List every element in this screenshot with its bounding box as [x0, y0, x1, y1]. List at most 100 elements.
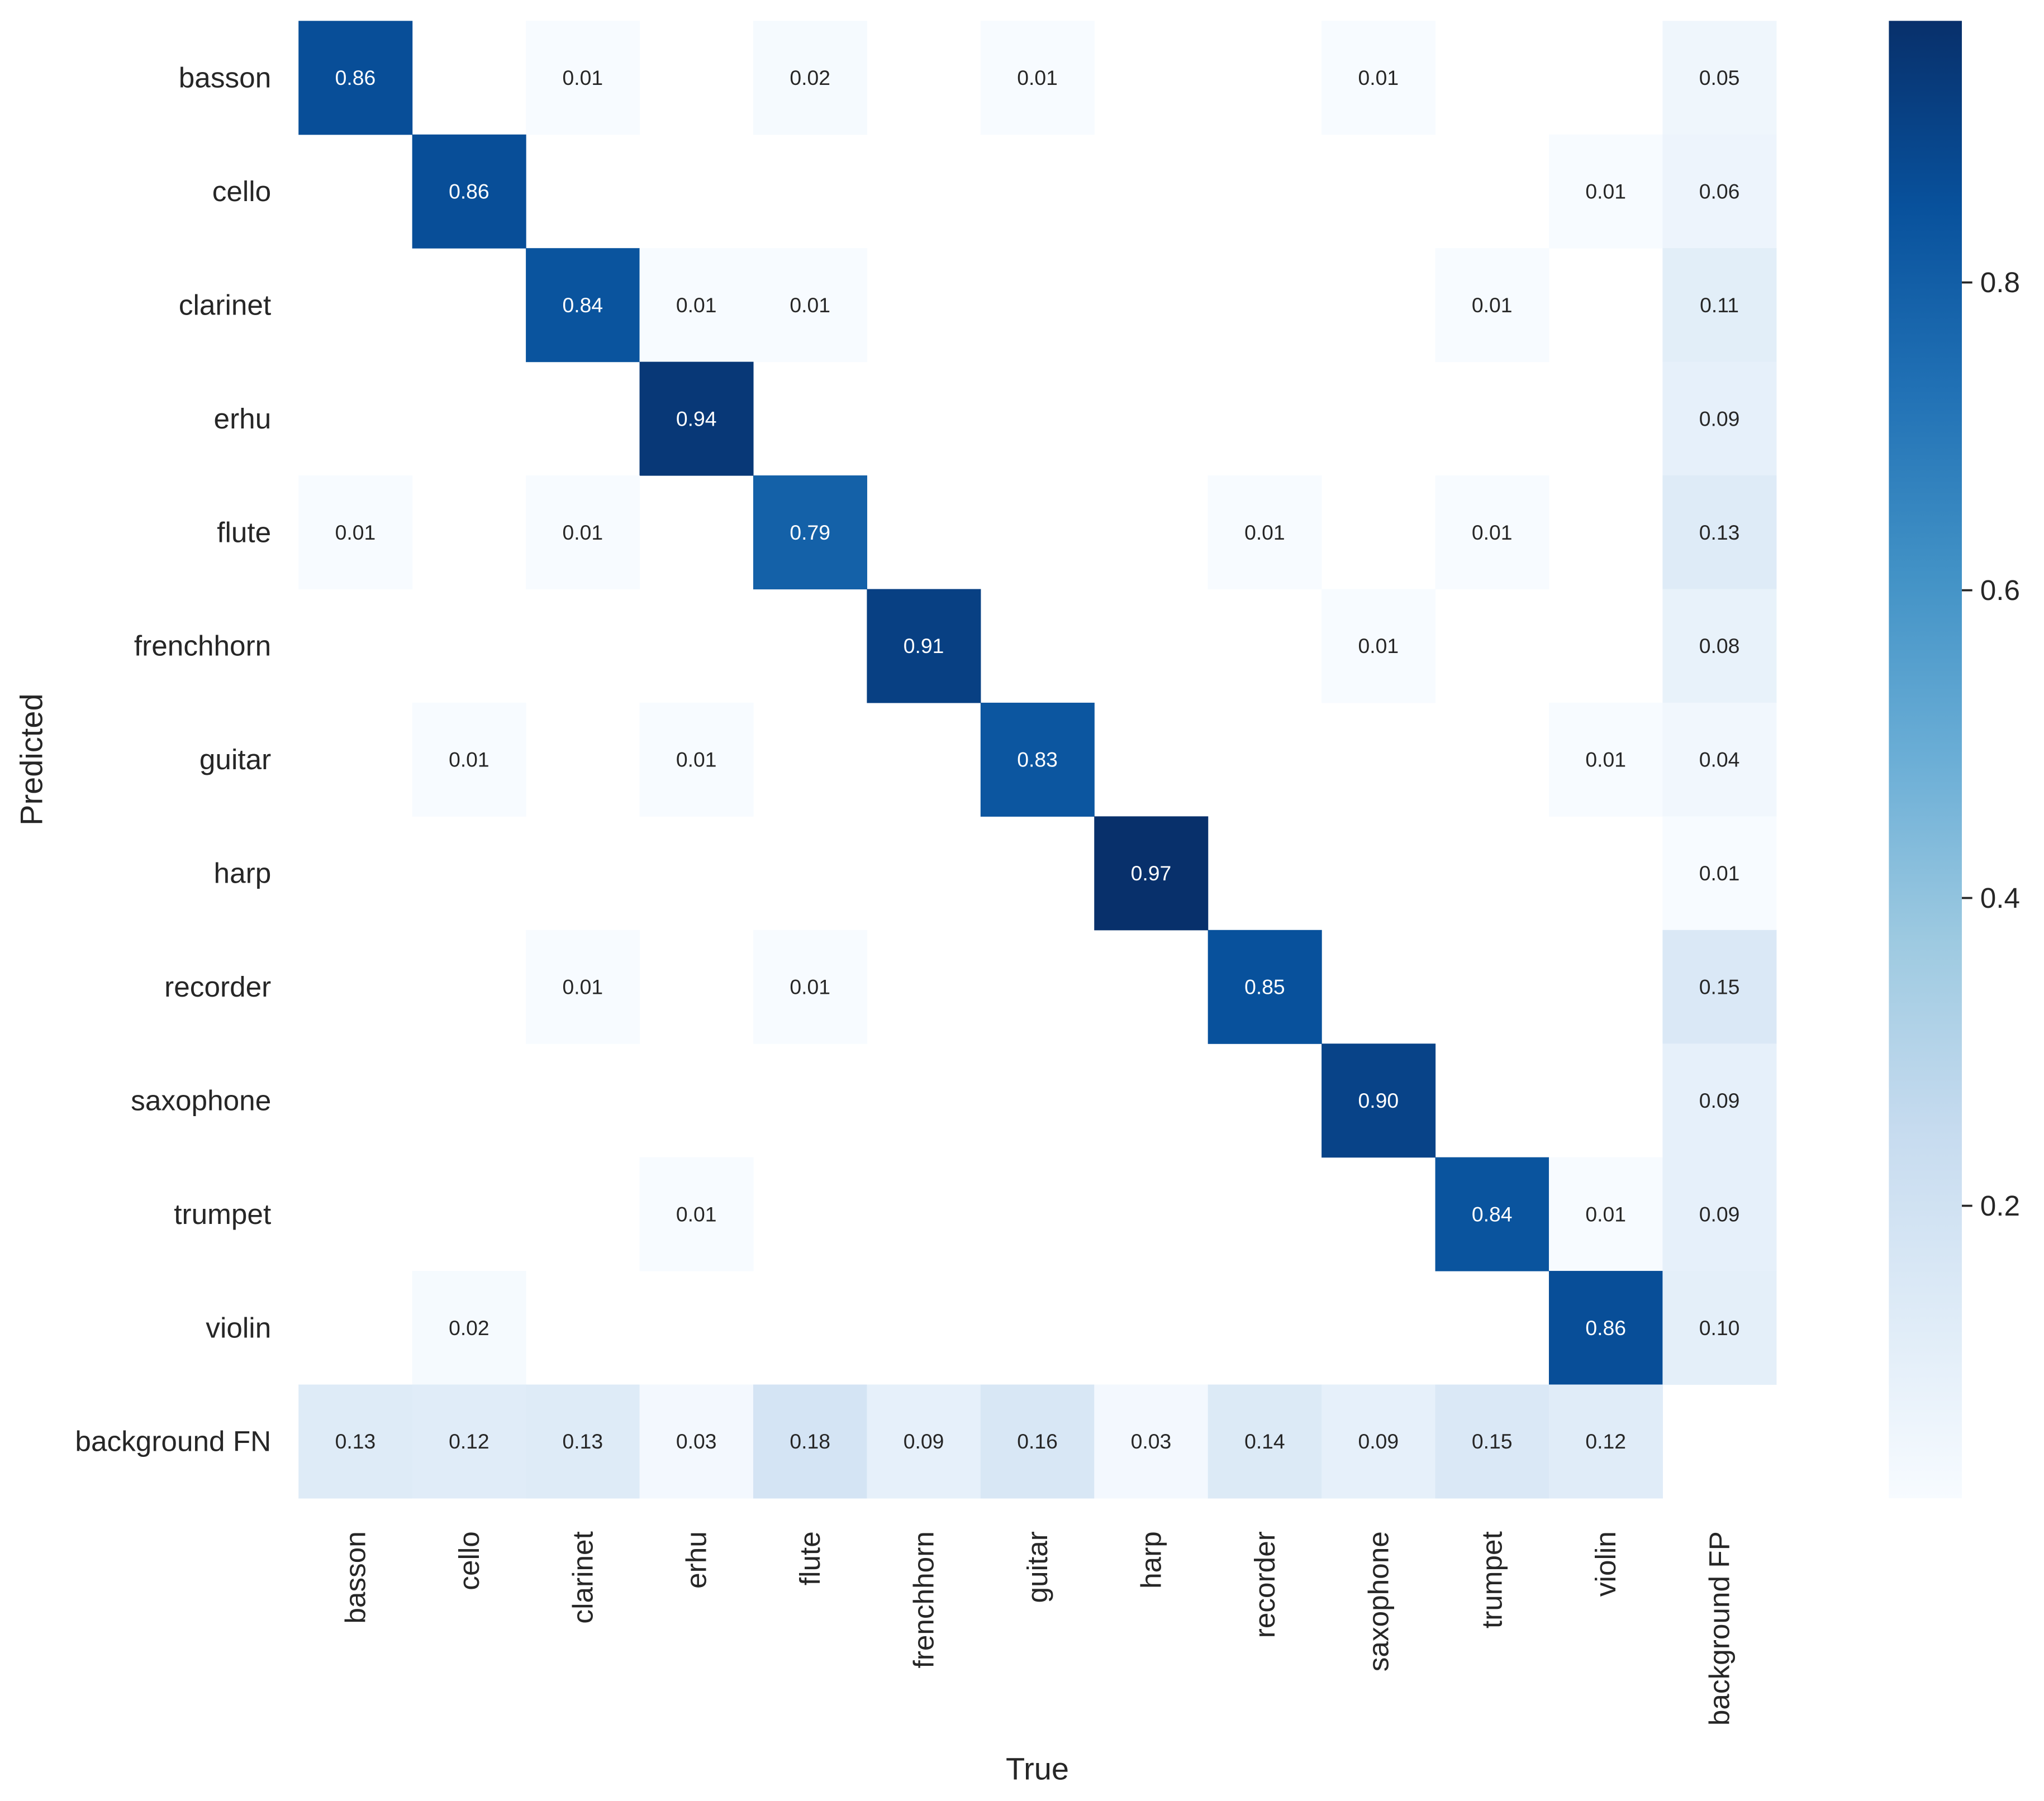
cell-value-label: 0.12: [449, 1430, 489, 1453]
heatmap-cell: [753, 475, 867, 590]
heatmap-cell: [1435, 248, 1549, 363]
cell-value-label: 0.01: [676, 748, 717, 771]
cell-value-label: 0.91: [904, 634, 944, 657]
y-tick-label: flute: [217, 516, 271, 548]
cell-value-label: 0.04: [1699, 748, 1740, 771]
heatmap-cells: [298, 21, 1777, 1499]
heatmap-cell: [1662, 21, 1777, 135]
cell-value-label: 0.83: [1017, 748, 1058, 771]
cell-value-label: 0.01: [562, 521, 603, 544]
cell-value-label: 0.86: [449, 179, 489, 203]
cell-value-label: 0.01: [562, 66, 603, 89]
cell-value-label: 0.01: [1244, 521, 1285, 544]
colorbar-tick-label: 0.2: [1980, 1190, 2020, 1222]
cell-value-label: 0.09: [1699, 1202, 1740, 1226]
heatmap-cell: [1208, 930, 1322, 1044]
heatmap-cell: [1662, 1157, 1777, 1271]
cell-value-label: 0.13: [1699, 521, 1740, 544]
y-tick-label: background FN: [75, 1426, 271, 1457]
y-tick-label: saxophone: [131, 1084, 271, 1116]
y-tick-label: frenchhorn: [134, 630, 271, 662]
x-tick-label: clarinet: [567, 1531, 598, 1623]
cell-value-label: 0.09: [1358, 1430, 1399, 1453]
heatmap-cell: [298, 21, 413, 135]
heatmap-cell: [1322, 21, 1436, 135]
cell-value-label: 0.03: [676, 1430, 717, 1453]
heatmap-cell: [1662, 475, 1777, 590]
heatmap-cell: [753, 1384, 867, 1499]
cell-value-label: 0.09: [1699, 407, 1740, 430]
cell-value-label: 0.16: [1017, 1430, 1058, 1453]
cell-value-label: 0.01: [676, 293, 717, 317]
heatmap-cell: [753, 248, 867, 363]
x-tick-label: trumpet: [1476, 1531, 1508, 1628]
heatmap-cell: [753, 930, 867, 1044]
heatmap-cell: [980, 702, 1095, 817]
cell-value-label: 0.09: [1699, 1089, 1740, 1112]
cell-value-label: 0.13: [335, 1430, 376, 1453]
cell-value-label: 0.09: [904, 1430, 944, 1453]
heatmap-cell-labels: 0.86 0.01 0.02 0.01 0.01 0.05 0.86 0.01 0.06 0.84…: [335, 66, 1740, 1453]
y-tick-label: trumpet: [174, 1198, 271, 1230]
cell-value-label: 0.03: [1131, 1430, 1172, 1453]
heatmap-cell: [1322, 1044, 1436, 1158]
cell-value-label: 0.10: [1699, 1316, 1740, 1340]
cell-value-label: 0.18: [790, 1430, 830, 1453]
colorbar-gradient: [1889, 21, 1962, 1498]
y-axis-label: Predicted: [13, 693, 49, 825]
cell-value-label: 0.01: [1358, 66, 1399, 89]
x-tick-label: cello: [453, 1531, 485, 1590]
cell-value-label: 0.90: [1358, 1089, 1399, 1112]
x-tick-label: recorder: [1249, 1531, 1281, 1638]
y-tick-label: guitar: [199, 744, 271, 775]
cell-value-label: 0.01: [790, 293, 830, 317]
heatmap-cell: [526, 930, 640, 1044]
heatmap-cell: [298, 475, 413, 590]
heatmap-cell: [1208, 475, 1322, 590]
cell-value-label: 0.12: [1585, 1430, 1626, 1453]
heatmap-cell: [1662, 930, 1777, 1044]
cell-value-label: 0.15: [1472, 1430, 1513, 1453]
cell-value-label: 0.86: [335, 66, 376, 89]
colorbar: 0.2 0.4 0.6 0.8: [1889, 21, 2020, 1498]
cell-value-label: 0.01: [1472, 521, 1513, 544]
heatmap-cell: [1662, 361, 1777, 476]
y-tick-label: clarinet: [179, 289, 271, 321]
heatmap-cell: [980, 1384, 1095, 1499]
colorbar-tick-label: 0.4: [1980, 882, 2020, 914]
heatmap-cell: [412, 1271, 526, 1385]
cell-value-label: 0.01: [335, 521, 376, 544]
heatmap-cell: [1094, 1384, 1209, 1499]
heatmap-cell: [1662, 589, 1777, 703]
cell-value-label: 0.86: [1585, 1316, 1626, 1340]
heatmap-cell: [1662, 134, 1777, 249]
heatmap-cell: [1548, 1157, 1663, 1271]
heatmap-cell: [639, 1157, 754, 1271]
heatmap-cell: [1322, 589, 1436, 703]
y-tick-label: basson: [179, 62, 271, 94]
y-tick-label: harp: [214, 857, 272, 889]
cell-value-label: 0.01: [1358, 634, 1399, 657]
cell-value-label: 0.01: [1585, 179, 1626, 203]
heatmap-cell: [639, 702, 754, 817]
cell-value-label: 0.01: [562, 975, 603, 998]
cell-value-label: 0.97: [1131, 861, 1172, 885]
cell-value-label: 0.01: [449, 748, 489, 771]
y-axis-tick-labels: basson cello clarinet erhu flute frenchhorn gu…: [75, 62, 271, 1457]
heatmap-cell: [412, 1384, 526, 1499]
heatmap-cell: [412, 134, 526, 249]
heatmap-cell: [1662, 702, 1777, 817]
cell-value-label: 0.13: [562, 1430, 603, 1453]
heatmap-cell: [412, 702, 526, 817]
x-tick-label: violin: [1590, 1531, 1622, 1597]
x-tick-label: flute: [794, 1531, 826, 1585]
colorbar-ticks: 0.2 0.4 0.6 0.8: [1962, 266, 2020, 1222]
x-axis-tick-labels: basson cello clarinet erhu flute frenchhorn gu…: [339, 1531, 1735, 1726]
cell-value-label: 0.84: [562, 293, 603, 317]
cell-value-label: 0.01: [1585, 1202, 1626, 1226]
heatmap-cell: [753, 21, 867, 135]
heatmap-cell: [867, 1384, 981, 1499]
cell-value-label: 0.01: [790, 975, 830, 998]
